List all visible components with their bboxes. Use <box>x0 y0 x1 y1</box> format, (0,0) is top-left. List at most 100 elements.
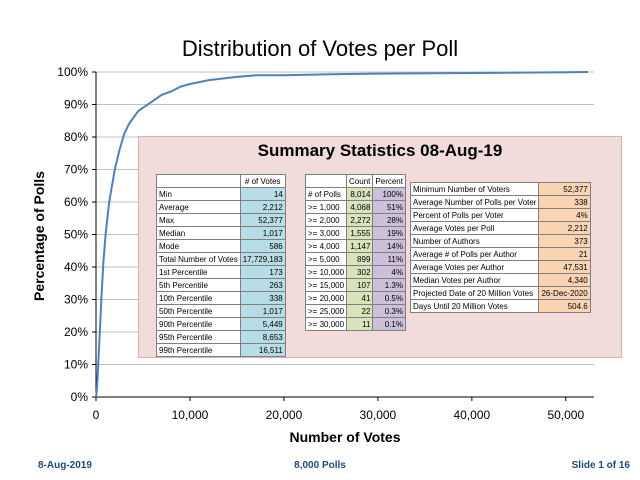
poll-percent: 19% <box>372 226 406 240</box>
poll-percent: 1.3% <box>372 278 406 292</box>
stat-value: 2,212 <box>239 200 286 214</box>
y-tick-label: 100% <box>57 65 88 79</box>
footer-slide-number: Slide 1 of 16 <box>571 460 630 471</box>
metric-label: Number of Authors <box>409 234 540 248</box>
stat-value: 16,511 <box>239 343 286 357</box>
y-tick-label: 90% <box>64 98 88 112</box>
stat-value: 1,017 <box>239 304 286 318</box>
poll-percent: 0.1% <box>372 317 406 331</box>
percent-column-header: Percent <box>372 174 406 188</box>
stat-value: 338 <box>239 291 286 305</box>
stat-label: Min <box>156 187 241 201</box>
stat-label: 50th Percentile <box>156 304 241 318</box>
metric-label: Median Votes per Author <box>409 273 540 287</box>
y-tick-label: 70% <box>64 163 88 177</box>
votes-column-header: # of Votes <box>239 174 286 188</box>
stat-value: 1,017 <box>239 226 286 240</box>
table-row: >= 2,000 2,272 28% <box>304 213 406 227</box>
poll-counts-table: Count Percent # of Polls 8,014 100% >= 1,000 4… <box>304 174 406 331</box>
poll-percent: 14% <box>372 239 406 253</box>
poll-count: 41 <box>346 291 374 305</box>
x-tick-label: 20,000 <box>266 408 303 422</box>
table-row: 99th Percentile 16,511 <box>156 343 286 357</box>
table-row: >= 4,000 1,147 14% <box>304 239 406 253</box>
stat-label: Mode <box>156 239 241 253</box>
summary-title: Summary Statistics 08-Aug-19 <box>257 141 503 160</box>
y-tick-label: 40% <box>64 260 88 274</box>
stat-value: 5,449 <box>239 317 286 331</box>
metric-label: Percent of Polls per Voter <box>409 208 540 222</box>
table-row: Median 1,017 <box>156 226 286 240</box>
poll-percent: 0.3% <box>372 304 406 318</box>
table-row: 90th Percentile 5,449 <box>156 317 286 331</box>
table-row: 95th Percentile 8,653 <box>156 330 286 344</box>
threshold-label: # of Polls <box>304 187 348 201</box>
table-row: Minimum Number of Voters 52,377 <box>409 182 591 196</box>
stat-label: Median <box>156 226 241 240</box>
stat-value: 17,729,183 <box>239 252 286 266</box>
footer-date: 8-Aug-2019 <box>38 460 92 471</box>
table-row: Average Number of Polls per Voter 338 <box>409 195 591 209</box>
stat-label: 90th Percentile <box>156 317 241 331</box>
polls-header-row: Count Percent <box>304 174 406 188</box>
stat-value: 263 <box>239 278 286 292</box>
poll-percent: 0.5% <box>372 291 406 305</box>
metric-value: 373 <box>538 234 591 248</box>
y-tick-label: 30% <box>64 293 88 307</box>
poll-percent: 28% <box>372 213 406 227</box>
table-row: Average 2,212 <box>156 200 286 214</box>
x-tick-label: 40,000 <box>453 408 490 422</box>
metric-value: 4% <box>538 208 591 222</box>
x-tick-label: 0 <box>93 408 100 422</box>
table-row: >= 25,000 22 0.3% <box>304 304 406 318</box>
poll-count: 2,272 <box>346 213 374 227</box>
summary-statistics-panel: Summary Statistics 08-Aug-19 # of Votes M… <box>138 136 622 358</box>
metric-value: 26-Dec-2020 <box>538 286 591 300</box>
poll-count: 107 <box>346 278 374 292</box>
table-row: Total Number of Votes 17,729,183 <box>156 252 286 266</box>
table-row: >= 10,000 302 4% <box>304 265 406 279</box>
table-row: >= 20,000 41 0.5% <box>304 291 406 305</box>
cumulative-distribution-line <box>95 71 589 398</box>
threshold-label: >= 5,000 <box>304 252 348 266</box>
stat-label: Max <box>156 213 241 227</box>
table-row: >= 1,000 4,068 51% <box>304 200 406 214</box>
stat-value: 52,377 <box>239 213 286 227</box>
metric-value: 21 <box>538 247 591 261</box>
y-axis-label: Percentage of Polls <box>31 171 47 301</box>
poll-percent: 11% <box>372 252 406 266</box>
table-row: Average Votes per Poll 2,212 <box>409 221 591 235</box>
table-row: Average Votes per Author 47,531 <box>409 260 591 274</box>
poll-count: 899 <box>346 252 374 266</box>
table-row: >= 3,000 1,555 19% <box>304 226 406 240</box>
stat-value: 14 <box>239 187 286 201</box>
voter-author-statistics-table: Minimum Number of Voters 52,377 Average Nu… <box>409 182 591 313</box>
threshold-label: >= 1,000 <box>304 200 348 214</box>
x-tick-label: 30,000 <box>360 408 397 422</box>
x-tick-label: 10,000 <box>172 408 209 422</box>
metric-label: Average # of Polls per Author <box>409 247 540 261</box>
poll-count: 11 <box>346 317 374 331</box>
stat-label: 95th Percentile <box>156 330 241 344</box>
votes-header-row: # of Votes <box>156 174 286 188</box>
threshold-label: >= 10,000 <box>304 265 348 279</box>
table-row: Percent of Polls per Voter 4% <box>409 208 591 222</box>
metric-label: Average Votes per Author <box>409 260 540 274</box>
footer-poll-count: 8,000 Polls <box>294 460 346 471</box>
y-tick-label: 50% <box>64 228 88 242</box>
table-row: Max 52,377 <box>156 213 286 227</box>
metric-value: 4,340 <box>538 273 591 287</box>
threshold-label: >= 2,000 <box>304 213 348 227</box>
x-tick-label: 50,000 <box>547 408 584 422</box>
metric-value: 52,377 <box>538 182 591 196</box>
metric-value: 2,212 <box>538 221 591 235</box>
y-tick-label: 80% <box>64 130 88 144</box>
x-axis-ticks: 0 10,000 20,000 30,000 40,000 50,000 <box>93 397 584 422</box>
poll-count: 1,555 <box>346 226 374 240</box>
table-row: Number of Authors 373 <box>409 234 591 248</box>
table-row: Average # of Polls per Author 21 <box>409 247 591 261</box>
poll-count: 22 <box>346 304 374 318</box>
stat-value: 173 <box>239 265 286 279</box>
table-row: Days Until 20 Million Votes 504.6 <box>409 299 591 313</box>
y-tick-label: 10% <box>64 358 88 372</box>
